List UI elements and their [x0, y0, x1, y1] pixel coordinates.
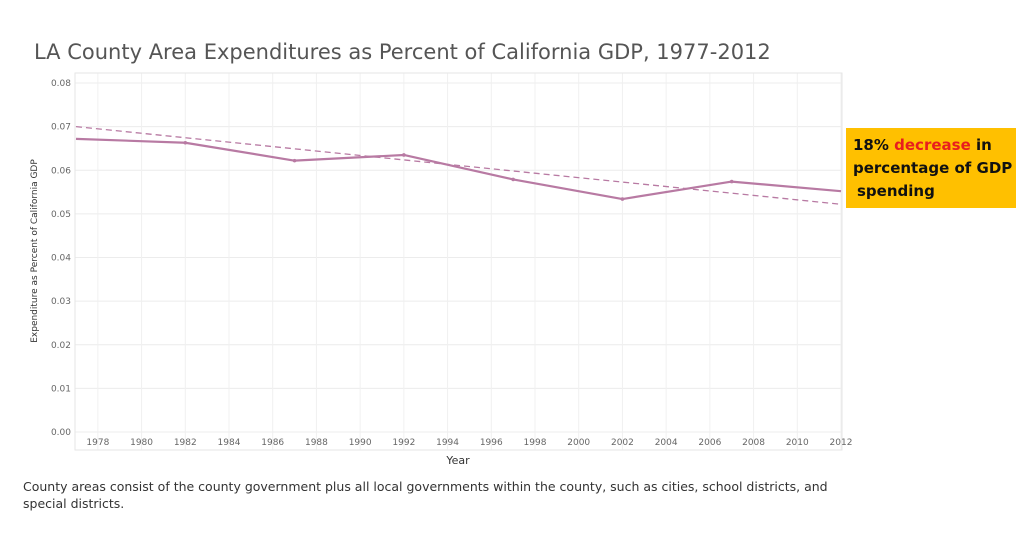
- y-tick-label: 0.06: [51, 166, 71, 176]
- data-point: [183, 140, 188, 145]
- x-tick-label: 2004: [655, 438, 678, 448]
- data-point: [511, 177, 515, 182]
- callout-line-2: percentage of GDP: [853, 159, 1013, 177]
- series: [75, 137, 842, 201]
- footnote: County areas consist of the county gover…: [23, 479, 828, 511]
- callout-line-3: spending: [857, 182, 935, 200]
- data-point: [402, 153, 406, 157]
- y-axis-label: Expenditure as Percent of California GDP: [30, 159, 40, 343]
- grid: [75, 73, 842, 450]
- x-tick-label: 1994: [436, 438, 459, 448]
- series-line: [75, 137, 842, 201]
- x-tick-label: 1986: [261, 438, 284, 448]
- data-point: [292, 158, 297, 163]
- x-tick-label: 1992: [392, 438, 415, 448]
- callout-prefix: 18%: [853, 136, 895, 154]
- y-tick-label: 0.00: [51, 428, 71, 438]
- trendline: [75, 125, 842, 205]
- callout-line-1: 18% decrease in: [853, 134, 1016, 157]
- x-tick-label: 1982: [174, 438, 197, 448]
- x-axis-label: Year: [445, 454, 470, 467]
- y-tick-label: 0.07: [51, 123, 71, 133]
- x-tick-label: 2010: [786, 438, 809, 448]
- x-tick-label: 1998: [524, 438, 547, 448]
- trendline: [75, 125, 842, 205]
- axes: [74, 72, 843, 451]
- x-tick-label: 1988: [305, 438, 328, 448]
- data-point: [620, 197, 625, 201]
- y-tick-label: 0.01: [51, 384, 71, 394]
- x-tick-label: 1996: [480, 438, 503, 448]
- y-tick-label: 0.02: [51, 341, 71, 351]
- x-tick-label: 2000: [567, 438, 590, 448]
- data-point: [729, 179, 734, 184]
- callout-box: 18% decrease in percentage of GDP spendi…: [846, 128, 1016, 208]
- y-tick-label: 0.05: [51, 210, 71, 220]
- x-tick-label: 1980: [130, 438, 153, 448]
- y-tick-labels: 0.00 0.01 0.02 0.03 0.04 0.05 0.06 0.07 0.08: [51, 79, 71, 438]
- callout-highlight: decrease: [894, 136, 971, 154]
- x-tick-label: 1978: [86, 438, 109, 448]
- y-tick-label: 0.08: [51, 79, 71, 89]
- x-tick-label: 1990: [349, 438, 372, 448]
- x-tick-label: 2008: [742, 438, 765, 448]
- y-tick-label: 0.04: [51, 254, 71, 264]
- x-tick-label: 2002: [611, 438, 634, 448]
- x-tick-labels: 1978 1980 1982 1984 1986 1988 1990 1992 1994 1996…: [86, 438, 852, 448]
- callout-suffix: in: [970, 136, 992, 154]
- x-tick-label: 2006: [698, 438, 721, 448]
- plot-frame: [74, 72, 843, 451]
- y-tick-label: 0.03: [51, 297, 71, 307]
- x-tick-label: 2012: [830, 438, 853, 448]
- x-tick-label: 1984: [218, 438, 241, 448]
- chart-title: LA County Area Expenditures as Percent o…: [34, 40, 771, 64]
